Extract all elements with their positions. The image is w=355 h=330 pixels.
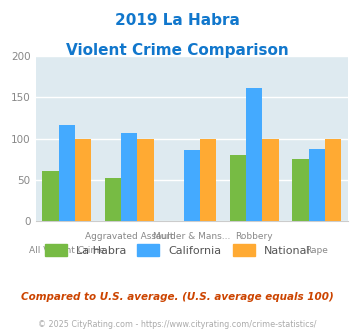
Bar — [184, 150, 200, 221]
Text: Robbery: Robbery — [235, 232, 273, 241]
Text: © 2025 CityRating.com - https://www.cityrating.com/crime-statistics/: © 2025 CityRating.com - https://www.city… — [38, 320, 317, 329]
Legend: La Habra, California, National: La Habra, California, National — [40, 240, 315, 260]
Bar — [42, 171, 59, 221]
Text: All Violent Crime: All Violent Crime — [29, 246, 105, 255]
Bar — [105, 178, 121, 221]
Bar — [230, 155, 246, 221]
Bar — [137, 139, 154, 221]
Text: Murder & Mans...: Murder & Mans... — [153, 232, 230, 241]
Text: Compared to U.S. average. (U.S. average equals 100): Compared to U.S. average. (U.S. average … — [21, 292, 334, 302]
Bar — [292, 159, 308, 221]
Bar — [246, 88, 262, 221]
Bar — [308, 149, 325, 221]
Text: 2019 La Habra: 2019 La Habra — [115, 13, 240, 28]
Bar — [75, 139, 91, 221]
Bar — [59, 124, 75, 221]
Bar — [262, 139, 279, 221]
Text: Violent Crime Comparison: Violent Crime Comparison — [66, 43, 289, 58]
Text: Rape: Rape — [305, 246, 328, 255]
Bar — [200, 139, 216, 221]
Bar — [121, 133, 137, 221]
Bar — [325, 139, 341, 221]
Text: Aggravated Assault: Aggravated Assault — [85, 232, 174, 241]
